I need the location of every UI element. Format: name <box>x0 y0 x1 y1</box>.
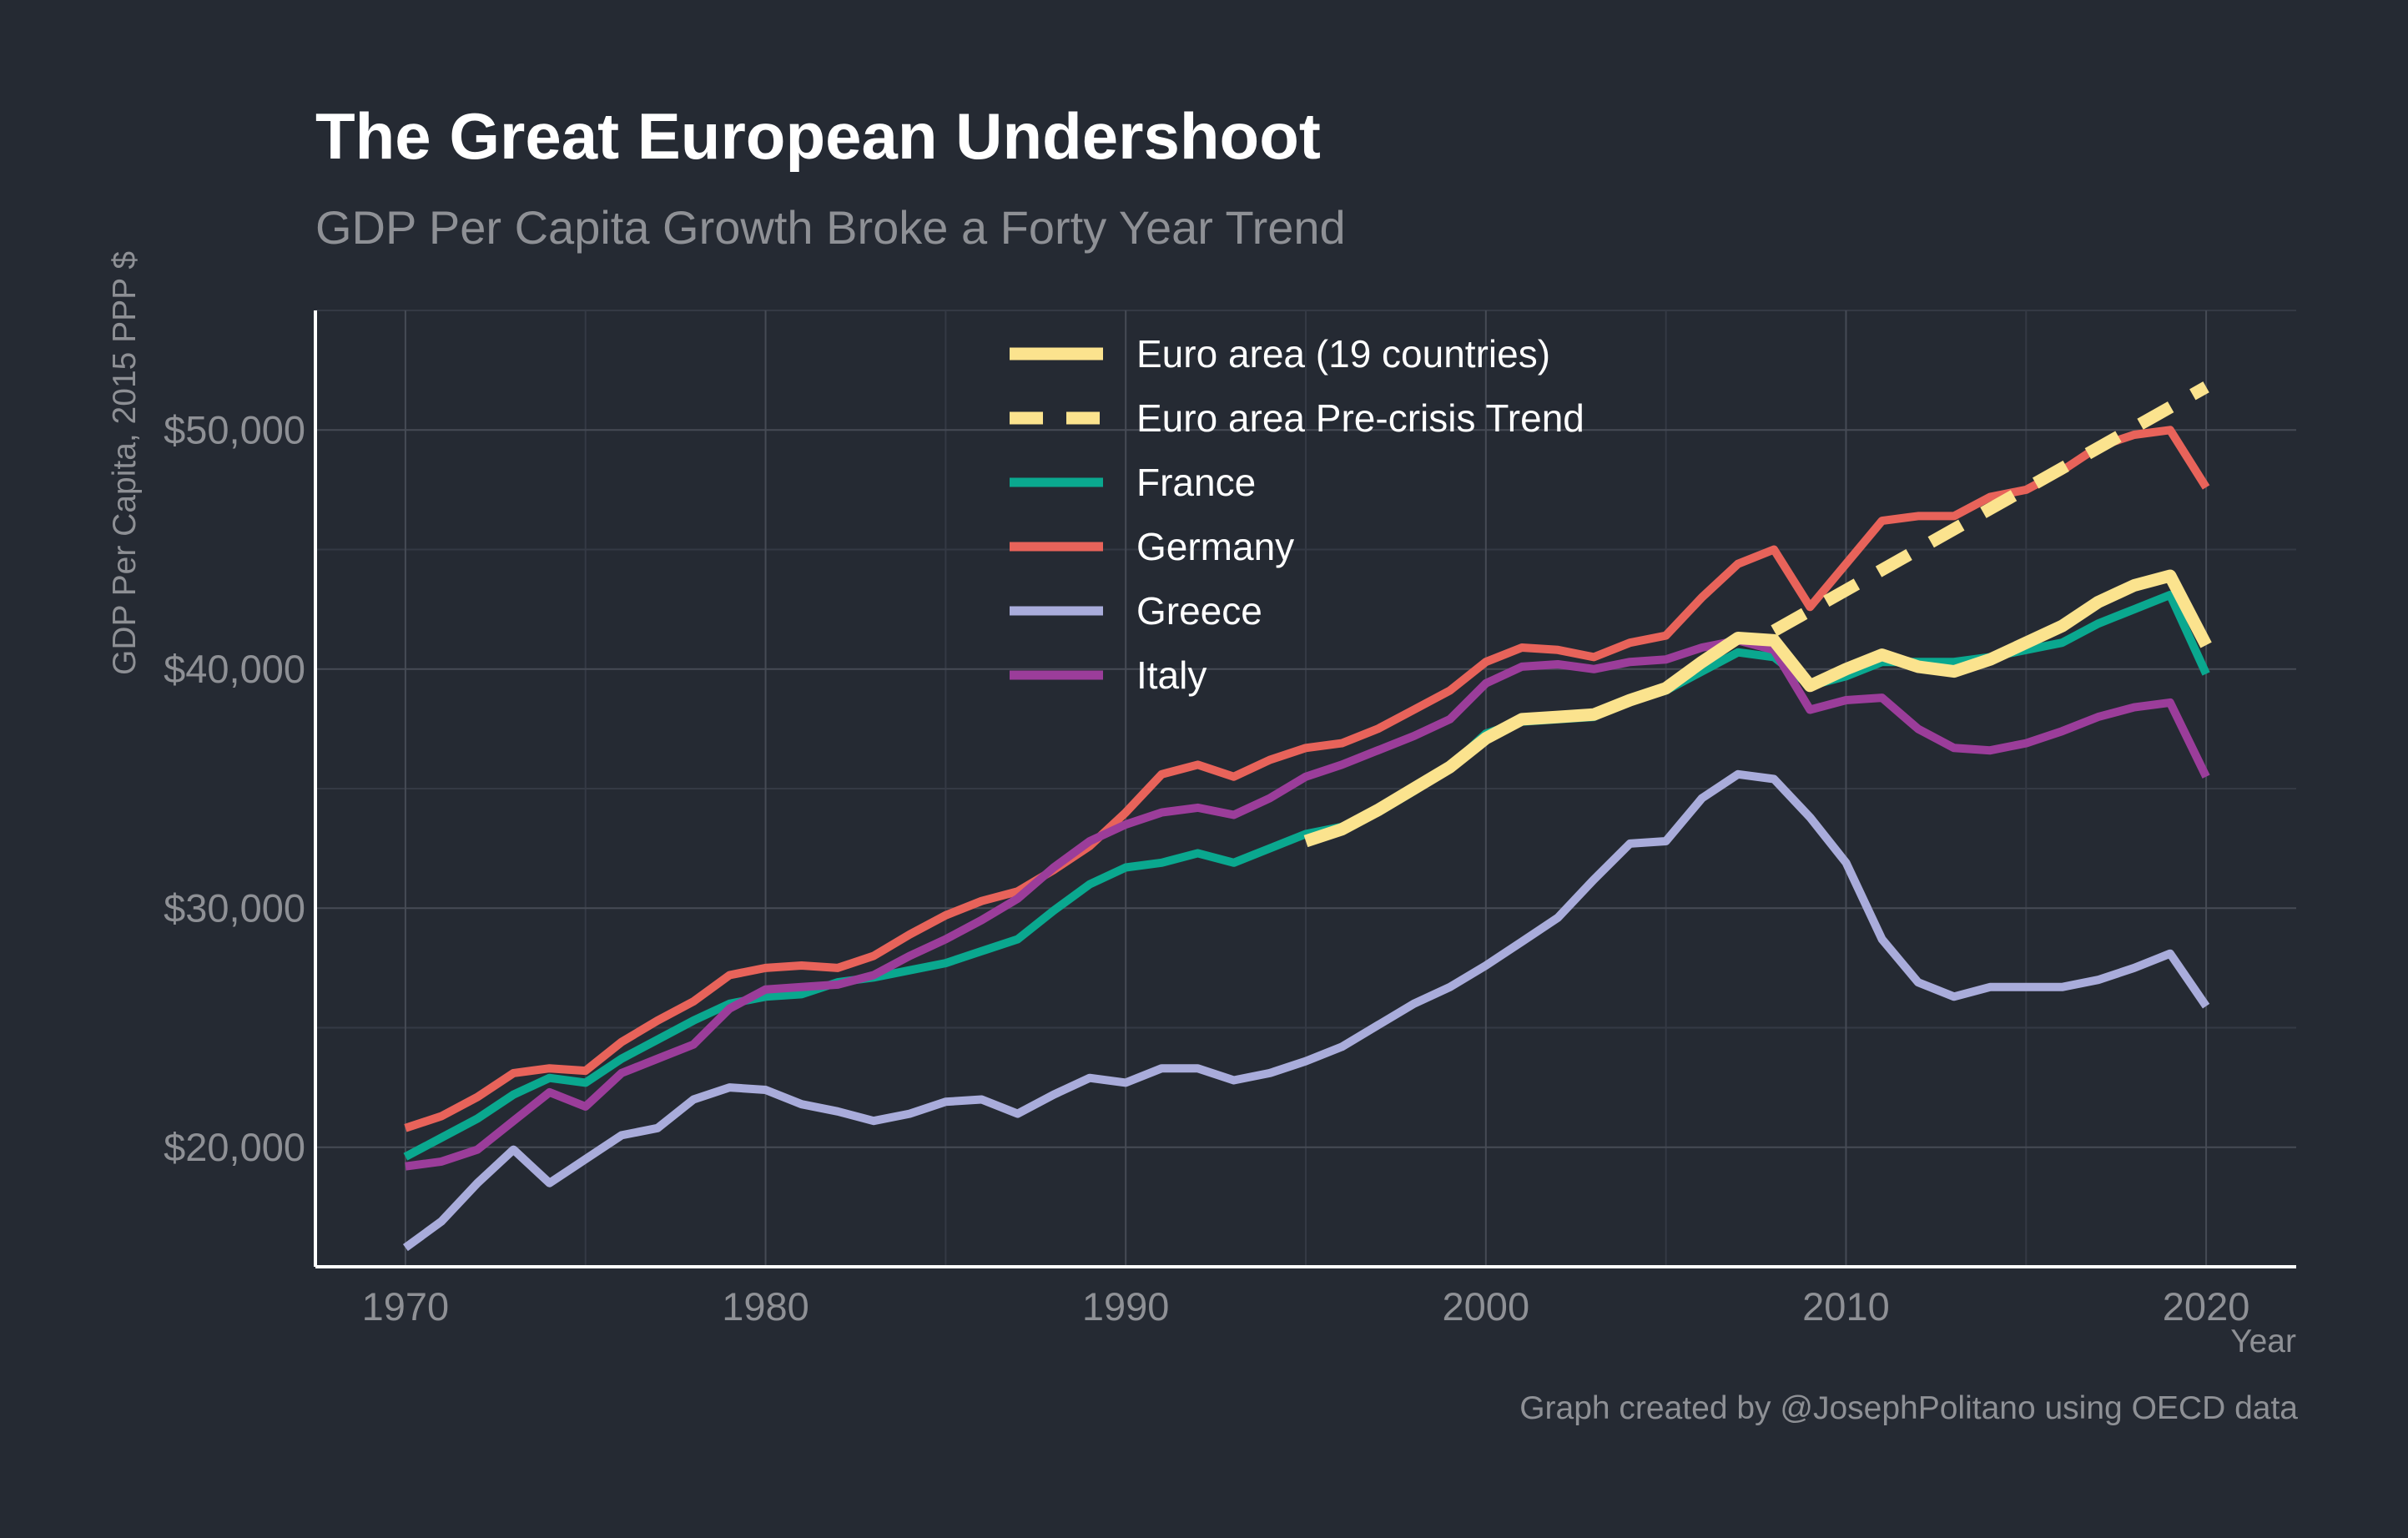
legend: Euro area (19 countries) Euro area Pre-cr… <box>1010 332 1584 697</box>
legend-label: Euro area Pre-crisis Trend <box>1136 396 1584 440</box>
y-tick-label: $50,000 <box>164 407 305 451</box>
x-tick-label: 2020 <box>2163 1284 2250 1329</box>
tick-labels: $20,000 $30,000 $40,000 $50,000 1970 1980 1990… <box>164 407 2249 1329</box>
series-line-greece <box>402 769 2210 1252</box>
legend-label: Italy <box>1136 653 1207 697</box>
chart-caption: Graph created by @JosephPolitano using O… <box>1519 1390 2298 1426</box>
y-axis-title: GDP Per Capita, 2015 PPP $ <box>107 251 143 675</box>
legend-label: Euro area (19 countries) <box>1136 332 1550 376</box>
axes <box>314 310 2296 1268</box>
y-tick-label: $40,000 <box>164 647 305 691</box>
grid-lines <box>315 310 2296 1268</box>
x-tick-label: 1970 <box>362 1284 450 1329</box>
legend-label: Greece <box>1136 589 1262 633</box>
y-tick-label: $20,000 <box>164 1125 305 1169</box>
series-line-euro-area-19-countries <box>1303 569 2212 848</box>
legend-label: Germany <box>1136 525 1294 568</box>
x-tick-label: 1990 <box>1082 1284 1170 1329</box>
x-tick-label: 2000 <box>1443 1284 1530 1329</box>
chart-subtitle: GDP Per Capita Growth Broke a Forty Year… <box>315 201 1346 254</box>
legend-label: France <box>1136 461 1256 504</box>
x-tick-label: 2010 <box>1802 1284 1890 1329</box>
y-tick-label: $30,000 <box>164 885 305 930</box>
series-line-italy <box>405 636 2210 1171</box>
series-lines <box>402 381 2212 1252</box>
x-tick-label: 1980 <box>722 1284 809 1329</box>
series-line-euro-area-pre-crisis-trend <box>1771 381 2209 637</box>
x-axis-title: Year <box>2230 1324 2296 1359</box>
series-line-germany <box>404 426 2210 1132</box>
chart-title: The Great European Undershoot <box>315 99 1321 173</box>
